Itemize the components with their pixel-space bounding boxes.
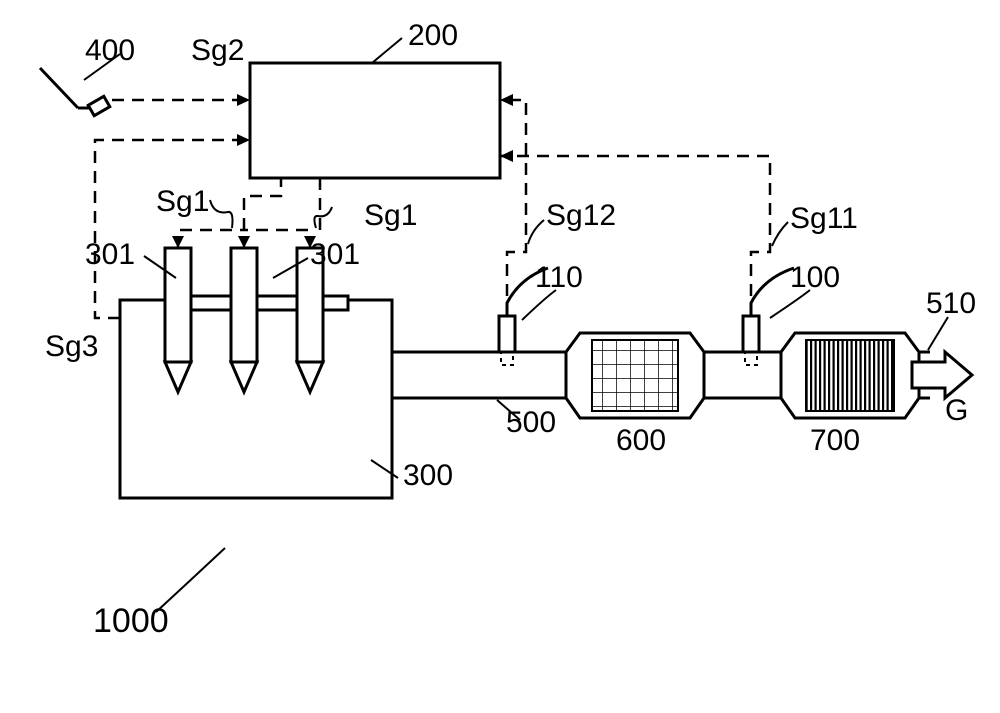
catalyst-700	[781, 333, 919, 418]
label-110: 110	[535, 261, 583, 294]
label-301r: 301	[310, 238, 360, 271]
label-sg11: Sg11	[790, 202, 858, 235]
pedal-400	[40, 68, 110, 116]
arrowheads	[172, 94, 513, 248]
label-700: 700	[810, 424, 860, 457]
label-300: 300	[403, 459, 453, 492]
injectors	[165, 248, 323, 392]
label-sg1r: Sg1	[364, 199, 417, 232]
label-600: 600	[616, 424, 666, 457]
output-arrow	[912, 352, 972, 398]
label-1000: 1000	[93, 602, 169, 640]
label-400: 400	[85, 34, 135, 67]
label-200: 200	[408, 19, 458, 52]
label-G: G	[945, 394, 968, 427]
label-sg3: Sg3	[45, 330, 98, 363]
label-sg2: Sg2	[191, 34, 244, 67]
label-100: 100	[790, 261, 840, 294]
label-500: 500	[506, 406, 556, 439]
catalyst-600	[566, 333, 704, 418]
label-sg12: Sg12	[546, 199, 616, 232]
label-510: 510	[926, 287, 976, 320]
diagram: 400 Sg2 200 Sg1 Sg1 301 301 Sg3 110 Sg12…	[0, 0, 1000, 713]
label-301l: 301	[85, 238, 135, 271]
controller-box	[250, 63, 500, 178]
label-sg1l: Sg1	[156, 185, 209, 218]
